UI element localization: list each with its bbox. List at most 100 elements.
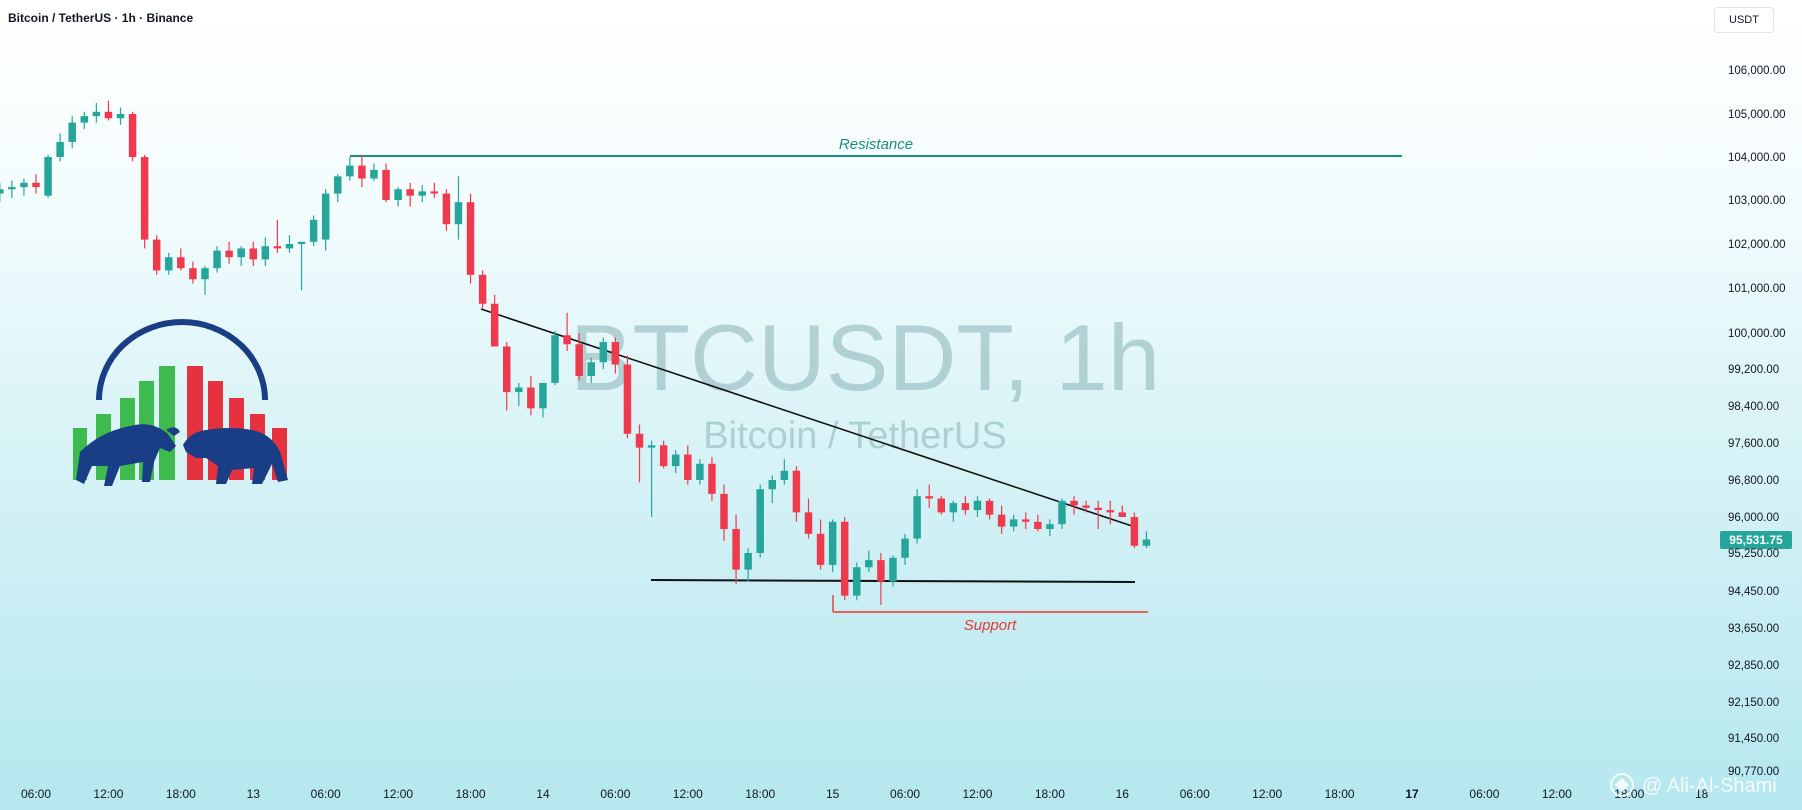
- candle: [454, 176, 463, 240]
- candle: [1142, 531, 1151, 549]
- candle-body: [237, 248, 245, 258]
- candle-body: [985, 500, 994, 515]
- x-tick-label: 06:00: [600, 787, 630, 801]
- symbol-title: Bitcoin / TetherUS · 1h · Binance: [8, 11, 194, 25]
- candle-body: [346, 165, 354, 177]
- x-tick-label: 06:00: [21, 787, 51, 801]
- y-tick-label: 102,000.00: [1728, 239, 1786, 251]
- candle: [1046, 519, 1054, 537]
- candle: [1106, 500, 1114, 525]
- watermark-name: Bitcoin / TetherUS: [703, 415, 1006, 457]
- x-tick-label: 18:00: [1325, 787, 1355, 801]
- candle-body: [961, 503, 970, 511]
- candle-body: [973, 500, 982, 511]
- candle: [659, 440, 668, 469]
- candle-body: [515, 387, 523, 393]
- candle-body: [1106, 510, 1114, 513]
- bear-icon: [183, 428, 288, 484]
- candle-body: [575, 344, 583, 376]
- candle: [165, 252, 173, 275]
- candle: [828, 519, 837, 572]
- candle-body: [309, 219, 318, 242]
- descending-trendline[interactable]: [480, 308, 1136, 528]
- candle-body: [430, 191, 439, 194]
- candle: [394, 187, 402, 207]
- candle-body: [816, 533, 825, 565]
- y-tick-label: 105,000.00: [1728, 109, 1786, 121]
- candle-body: [382, 169, 390, 200]
- candle: [358, 154, 366, 188]
- candle: [237, 246, 245, 266]
- candle-body: [563, 335, 571, 345]
- logo-arc: [96, 319, 268, 401]
- candle: [792, 466, 801, 522]
- x-tick-label: 16: [1116, 787, 1130, 801]
- candle-body: [828, 521, 837, 565]
- candle-body: [913, 496, 921, 539]
- candle-body: [1022, 519, 1030, 522]
- candle: [1009, 514, 1018, 532]
- y-tick-label: 93,650.00: [1728, 623, 1779, 635]
- candle-body: [937, 498, 946, 513]
- candle-body: [696, 463, 704, 480]
- candle-body: [611, 342, 620, 365]
- candle: [297, 241, 306, 291]
- candle-body: [539, 382, 547, 409]
- candle: [901, 533, 909, 565]
- y-tick-label: 104,000.00: [1728, 152, 1786, 164]
- candle: [853, 562, 861, 601]
- candle-body: [466, 202, 475, 275]
- y-tick-label: 100,000.00: [1728, 328, 1786, 340]
- candle: [285, 235, 294, 253]
- candle-body: [551, 335, 559, 383]
- candle-body: [321, 193, 330, 240]
- candle: [201, 266, 209, 295]
- candle-body: [1130, 517, 1139, 546]
- candle: [502, 342, 511, 411]
- candle: [696, 459, 704, 485]
- candle: [732, 514, 740, 584]
- candle-body: [80, 116, 89, 123]
- candle-body: [478, 274, 487, 304]
- time-axis[interactable]: 06:00 12:00 18:00 13 06:00 12:00 18:00 14 06:00 1…: [21, 787, 1709, 801]
- x-tick-label: 15: [826, 787, 840, 801]
- candle-body: [949, 503, 958, 513]
- current-price-label: 95,531.75: [1729, 533, 1783, 547]
- binance-logo-icon: [1610, 773, 1634, 797]
- candle-body: [128, 114, 137, 157]
- candle: [1022, 512, 1030, 529]
- candle: [1130, 512, 1139, 549]
- candle: [804, 498, 813, 539]
- y-tick-label: 103,000.00: [1728, 195, 1786, 207]
- candle: [840, 517, 849, 601]
- x-tick-label: 06:00: [890, 787, 920, 801]
- candle: [611, 337, 620, 374]
- candle-body: [647, 445, 656, 448]
- candle-body: [177, 257, 185, 269]
- x-tick-label: 18:00: [456, 787, 486, 801]
- candle-body: [334, 176, 342, 194]
- candle: [889, 555, 897, 587]
- candle-body: [865, 560, 873, 568]
- x-tick-label: 12:00: [962, 787, 992, 801]
- x-tick-label: 12:00: [673, 787, 703, 801]
- candle-body: [442, 193, 451, 225]
- candle-body: [201, 268, 209, 280]
- candle: [720, 484, 728, 541]
- candle: [80, 111, 89, 130]
- candle: [225, 241, 233, 264]
- candle: [949, 500, 958, 522]
- candle: [406, 182, 414, 207]
- candle: [8, 180, 16, 198]
- candle-body: [744, 553, 752, 570]
- candle: [116, 107, 125, 125]
- x-tick-label: 18:00: [745, 787, 775, 801]
- candle: [961, 496, 970, 515]
- y-tick-label: 97,600.00: [1728, 438, 1779, 450]
- price-axis[interactable]: 106,000.00 105,000.00 104,000.00 103,000.00…: [1728, 65, 1786, 778]
- candle: [0, 182, 4, 203]
- author-credit: @ Ali-Al-Shami: [1610, 773, 1777, 797]
- candle: [261, 237, 270, 266]
- currency-button[interactable]: USDT: [1714, 7, 1774, 33]
